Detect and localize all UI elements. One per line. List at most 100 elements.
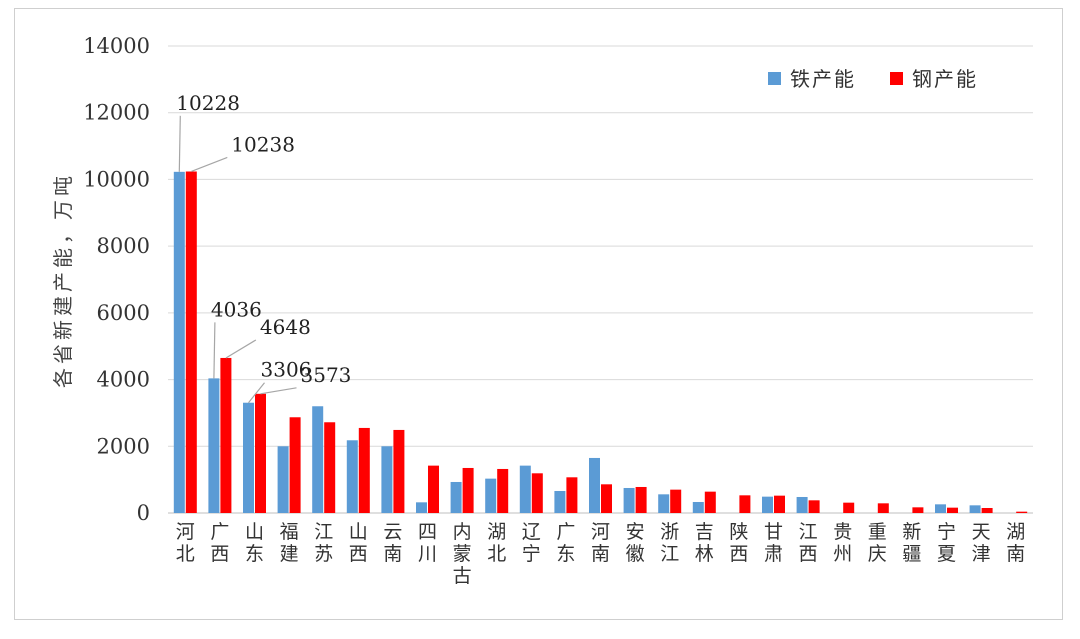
data-label: 4648	[260, 315, 311, 339]
bar-iron	[554, 490, 566, 513]
x-tick-label: 辽宁	[522, 521, 541, 565]
x-tick-label: 山东	[245, 521, 264, 565]
leader-line	[178, 115, 181, 172]
data-label: 3306	[261, 358, 312, 382]
leader-line	[260, 387, 297, 395]
data-label: 10238	[231, 132, 295, 156]
bar-iron	[450, 481, 462, 513]
bar-iron	[312, 406, 324, 513]
bar-iron	[277, 446, 289, 513]
y-tick-label: 8000	[97, 234, 150, 258]
y-tick-label: 2000	[97, 434, 150, 458]
leader-line	[191, 156, 228, 173]
x-tick-label: 江西	[799, 521, 818, 565]
bar-steel	[808, 500, 820, 513]
y-tick-label: 4000	[97, 368, 150, 392]
bar-steel	[704, 491, 716, 513]
bar-iron	[416, 502, 427, 513]
x-tick-label: 宁夏	[937, 521, 956, 565]
bar-steel	[912, 507, 924, 513]
x-tick-label: 湖南	[1006, 521, 1025, 565]
x-tick-label: 江苏	[314, 521, 333, 565]
bar-iron	[796, 496, 808, 513]
legend-label: 铁产能	[790, 67, 856, 91]
x-tick-label: 河南	[591, 521, 610, 565]
bar-steel	[531, 473, 543, 513]
x-tick-label: 贵州	[833, 521, 852, 565]
bar-steel	[877, 503, 889, 513]
bar-iron	[346, 440, 358, 513]
bar-steel	[255, 393, 266, 513]
legend: 铁产能 钢产能	[768, 67, 978, 91]
x-tick-label: 福建	[280, 521, 299, 565]
bar-iron	[658, 494, 670, 513]
bar-iron	[692, 501, 704, 513]
bar-steel	[358, 427, 370, 513]
bar-steel	[1016, 511, 1028, 513]
y-tick-label: 10000	[83, 167, 150, 191]
x-tick-label: 安徽	[626, 521, 645, 565]
bar-iron	[173, 171, 185, 514]
x-tick-label: 新疆	[902, 521, 921, 565]
bar-iron	[243, 402, 254, 513]
legend-swatch	[768, 72, 781, 85]
legend-swatch	[890, 72, 903, 85]
bar-steel	[428, 465, 439, 513]
bar-iron	[969, 505, 981, 513]
bar-steel	[774, 495, 785, 513]
x-axis-categories: 河北广西山东福建江苏山西云南四川内蒙古湖北辽宁广东河南安徽浙江吉林陕西甘肃江西贵…	[176, 521, 1025, 587]
bar-iron	[935, 504, 946, 513]
gridlines	[168, 45, 1033, 514]
y-tick-label: 6000	[97, 301, 150, 325]
y-axis-ticks: 0 2000 4000 6000 8000 10000 12000 14000	[83, 34, 150, 525]
bar-steel	[843, 502, 855, 513]
bar-steel	[324, 422, 336, 513]
x-tick-label: 重庆	[868, 521, 887, 565]
bar-steel	[739, 495, 751, 513]
x-tick-label: 甘肃	[764, 521, 783, 565]
x-tick-label: 天津	[972, 521, 991, 565]
x-tick-label: 河北	[176, 521, 195, 565]
leader-line	[248, 382, 265, 404]
bar-steel	[393, 429, 405, 513]
bar-steel	[220, 357, 232, 513]
y-tick-label: 14000	[83, 34, 150, 58]
bar-iron	[589, 457, 600, 513]
data-label: 10228	[176, 91, 240, 115]
bar-steel	[601, 484, 612, 513]
y-tick-label: 0	[137, 501, 150, 525]
bar-iron	[762, 496, 773, 513]
data-label: 4036	[211, 297, 262, 321]
bar-steel	[185, 171, 197, 514]
x-tick-label: 陕西	[729, 521, 748, 565]
bar-iron	[381, 446, 393, 513]
bar-steel	[566, 477, 578, 513]
leader-line	[225, 339, 257, 359]
bar-steel	[289, 417, 301, 513]
y-tick-label: 12000	[83, 101, 150, 125]
x-tick-label: 内蒙古	[453, 521, 472, 587]
bars	[173, 171, 1028, 514]
x-tick-label: 山西	[349, 521, 368, 565]
x-tick-label: 广东	[556, 521, 575, 565]
bar-iron	[623, 487, 635, 513]
bar-steel	[947, 507, 958, 513]
x-tick-label: 吉林	[695, 521, 714, 565]
bar-steel	[981, 507, 993, 513]
y-axis-label: 各省新建产能，万吨	[51, 172, 75, 388]
bar-iron	[485, 478, 497, 513]
x-tick-label: 云南	[383, 521, 402, 565]
leader-line	[213, 322, 216, 379]
bar-steel	[670, 489, 682, 513]
bar-iron	[208, 378, 220, 513]
bar-steel	[497, 468, 509, 513]
x-tick-label: 广西	[210, 521, 229, 565]
data-label: 3573	[301, 363, 352, 387]
bar-iron	[519, 465, 531, 513]
legend-label: 钢产能	[912, 67, 978, 91]
bar-steel	[635, 486, 647, 513]
bar-steel	[462, 467, 474, 513]
x-tick-label: 浙江	[660, 521, 679, 565]
